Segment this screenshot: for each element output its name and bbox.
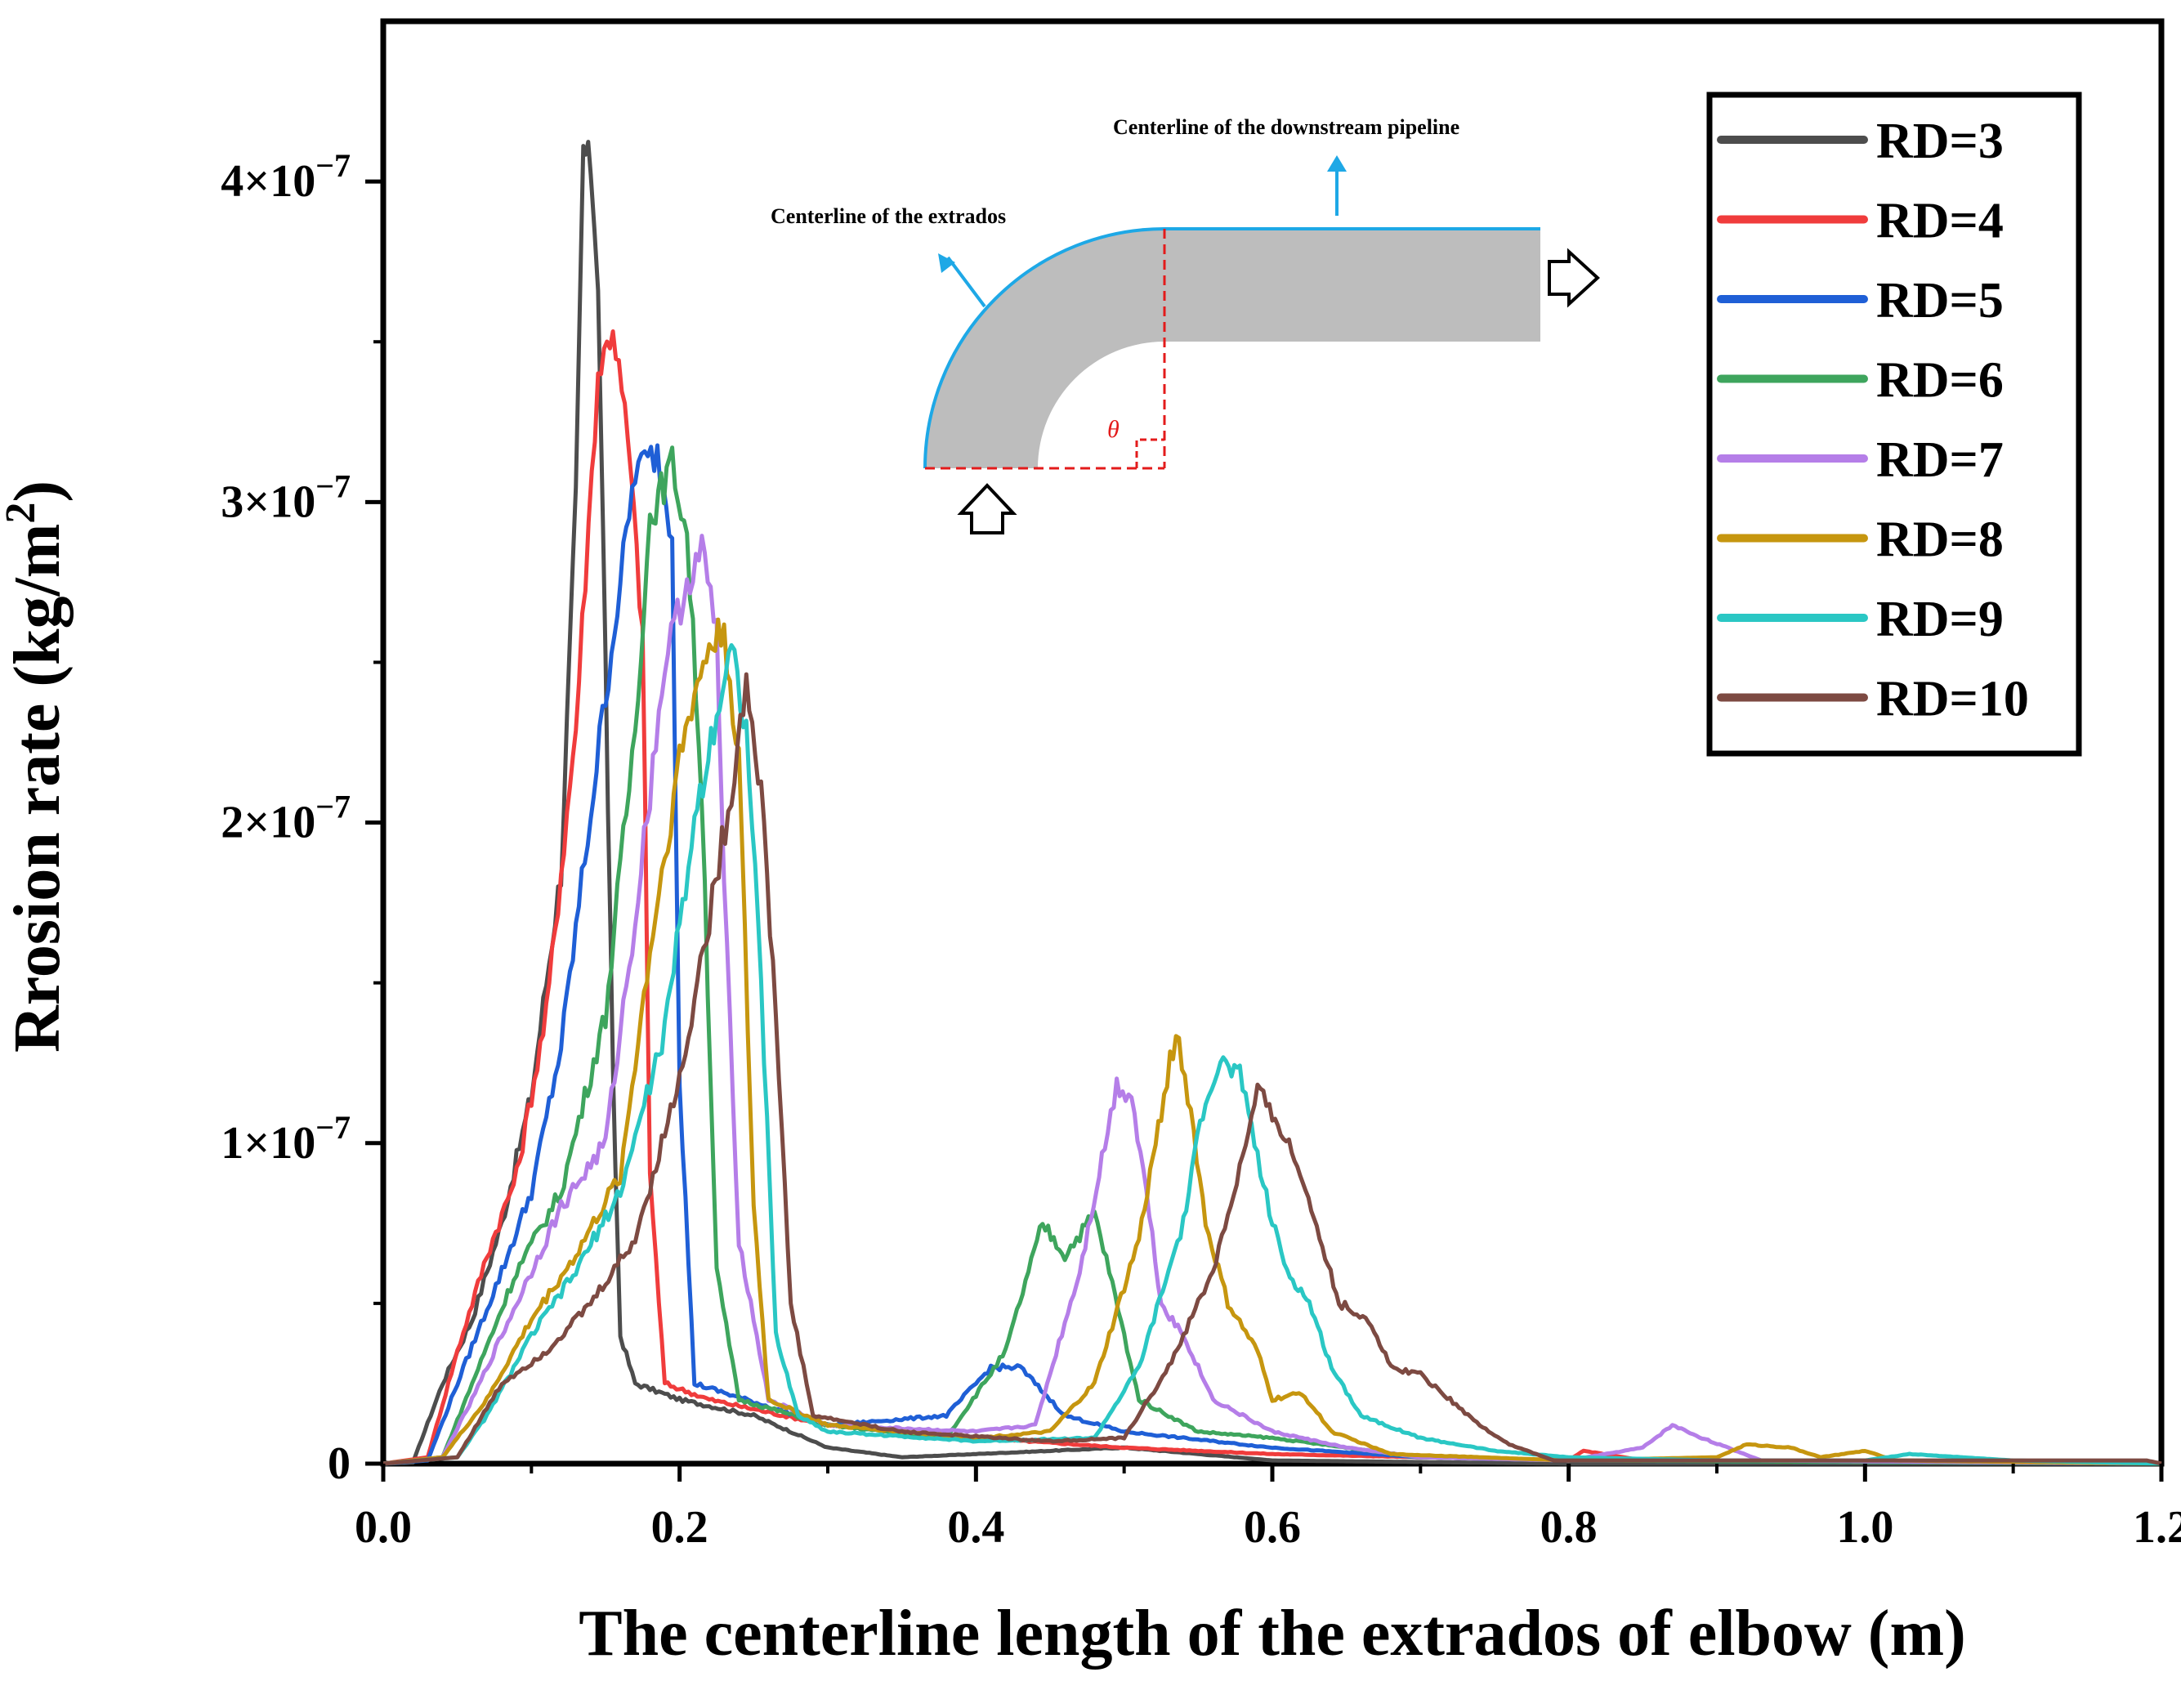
- x-tick-label: 0.8: [1540, 1502, 1598, 1553]
- legend: RD=3 RD=4 RD=5 RD=6 RD=7 RD=8 RD=9 RD=10: [1706, 92, 2082, 757]
- x-tick-label: 0.2: [651, 1502, 708, 1553]
- downstream-centerline-label: Centerline of the downstream pipeline: [1113, 115, 1459, 139]
- y-axis-ticks: 0 1×10−7 2×10−7 3×10−7 4×10−7: [221, 147, 383, 1489]
- extrados-centerline: [923, 227, 1540, 469]
- y-tick-label: 0: [328, 1438, 351, 1489]
- series-line-rd-10: [382, 672, 2162, 1466]
- x-tick-label: 1.2: [2133, 1502, 2181, 1553]
- legend-label: RD=3: [1876, 114, 2004, 169]
- extrados-centerline-label: Centerline of the extrados: [771, 204, 1006, 228]
- right-angle-marker: [1135, 438, 1164, 468]
- theta-label: θ: [1107, 416, 1120, 443]
- x-tick-label: 0.4: [947, 1502, 1004, 1553]
- x-tick-label: 0.0: [355, 1502, 412, 1553]
- inlet-arrow-icon: [957, 483, 1017, 534]
- legend-label: RD=7: [1876, 432, 2004, 488]
- series-line-rd-8: [382, 617, 2161, 1466]
- extrados-arrow-head: [938, 253, 955, 273]
- y-tick-label: 4×10−7: [221, 147, 351, 207]
- y-tick-label: 3×10−7: [221, 467, 351, 527]
- elbow-pipe-shape: [925, 229, 1540, 468]
- x-axis-ticks: 0.0 0.2 0.4 0.6 0.8 1.0 1.2: [355, 1464, 2181, 1553]
- legend-label: RD=4: [1876, 194, 2004, 249]
- legend-label: RD=5: [1876, 273, 2004, 329]
- legend-box: [1706, 92, 2082, 757]
- elbow-inset-diagram: θ Centerline of the downstream pipeline …: [771, 115, 1600, 534]
- downstream-arrow-head: [1327, 155, 1347, 172]
- legend-label: RD=6: [1876, 353, 2004, 409]
- x-tick-label: 0.6: [1244, 1502, 1301, 1553]
- outlet-arrow-icon: [1548, 248, 1600, 308]
- y-tick-label: 2×10−7: [221, 789, 351, 848]
- x-tick-label: 1.0: [1836, 1502, 1893, 1553]
- y-tick-label: 1×10−7: [221, 1109, 351, 1169]
- extrados-arrow-line: [946, 256, 986, 308]
- y-axis-title: Rrosion rate (kg/m2): [0, 481, 74, 1053]
- x-axis-title: The centerline length of the extrados of…: [579, 1598, 1965, 1670]
- legend-label: RD=10: [1876, 672, 2029, 727]
- legend-label: RD=8: [1876, 512, 2004, 568]
- legend-label: RD=9: [1876, 592, 2004, 647]
